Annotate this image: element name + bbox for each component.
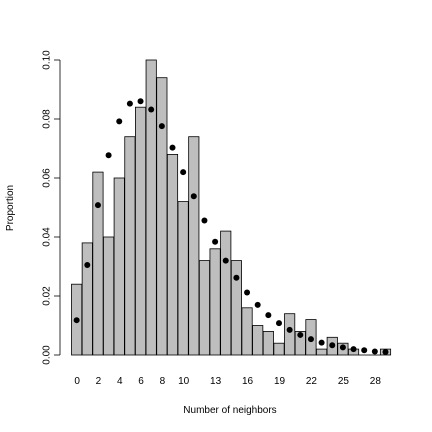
- point-3: [105, 152, 112, 159]
- bar-1: [81, 242, 93, 356]
- x-tick-label: 4: [117, 376, 123, 387]
- bar-19: [273, 342, 285, 356]
- point-25: [339, 344, 346, 351]
- point-6: [137, 98, 144, 105]
- bars: [71, 59, 392, 356]
- y-tick-label: 0.10: [42, 50, 53, 70]
- x-tick-label: 22: [306, 376, 318, 387]
- bar-2: [92, 171, 104, 356]
- point-15: [233, 274, 240, 281]
- x-tick-label: 2: [96, 376, 102, 387]
- point-7: [148, 106, 155, 113]
- point-14: [222, 257, 229, 264]
- points: [73, 98, 389, 356]
- x-tick-label: 0: [74, 376, 80, 387]
- point-23: [318, 339, 325, 346]
- y-tick-label: 0.08: [42, 109, 53, 129]
- x-tick-label: 28: [370, 376, 382, 387]
- x-tick-label: 8: [160, 376, 166, 387]
- bar-10: [177, 201, 189, 356]
- bar-6: [134, 106, 147, 356]
- point-12: [201, 217, 208, 224]
- point-27: [361, 347, 368, 354]
- y-axis-ticks: 0.00 0.02 0.04 0.06 0.08 0.10: [42, 50, 60, 365]
- point-5: [126, 100, 133, 107]
- point-29: [382, 349, 389, 356]
- point-10: [180, 169, 187, 176]
- bar-17: [252, 325, 264, 356]
- bar-16: [241, 307, 253, 356]
- x-tick-label: 25: [338, 376, 350, 387]
- point-17: [254, 301, 261, 308]
- x-tick-label: 16: [242, 376, 254, 387]
- bar-20: [284, 313, 296, 356]
- bar-9: [166, 153, 179, 356]
- point-16: [244, 289, 251, 296]
- point-1: [84, 262, 91, 269]
- point-26: [350, 346, 357, 353]
- x-axis-label: Number of neighbors: [183, 405, 276, 416]
- y-tick-label: 0.06: [42, 168, 53, 188]
- y-tick-label: 0.04: [42, 227, 53, 247]
- point-8: [158, 123, 165, 130]
- point-18: [265, 312, 272, 319]
- point-4: [116, 118, 123, 125]
- point-19: [276, 320, 282, 327]
- y-tick-label: 0.00: [42, 345, 53, 365]
- point-2: [94, 202, 101, 209]
- x-tick-label: 19: [274, 376, 286, 387]
- y-axis-label: Proportion: [5, 185, 16, 231]
- bar-13: [209, 248, 221, 356]
- bar-23: [316, 348, 328, 356]
- x-tick-label: 6: [138, 376, 144, 387]
- bar-7: [145, 59, 157, 356]
- point-13: [212, 238, 219, 245]
- bar-8: [156, 77, 168, 356]
- point-21: [297, 331, 304, 338]
- bar-4: [113, 177, 125, 356]
- point-0: [73, 317, 80, 324]
- point-11: [190, 193, 197, 200]
- bar-11: [188, 136, 200, 356]
- x-axis-tick-labels: 0 2 4 6 8 10 13 16 19 22 25 28: [74, 376, 381, 387]
- point-20: [286, 326, 293, 333]
- point-28: [371, 348, 378, 355]
- x-tick-label: 13: [210, 376, 222, 387]
- bar-18: [262, 330, 274, 356]
- bar-14: [220, 230, 232, 356]
- bar-5: [124, 136, 136, 356]
- y-tick-label: 0.02: [42, 286, 53, 306]
- bar-12: [198, 260, 211, 356]
- point-9: [169, 144, 176, 151]
- point-24: [329, 342, 336, 349]
- bar-3: [103, 236, 115, 356]
- point-22: [307, 336, 314, 343]
- x-tick-label: 10: [178, 376, 190, 387]
